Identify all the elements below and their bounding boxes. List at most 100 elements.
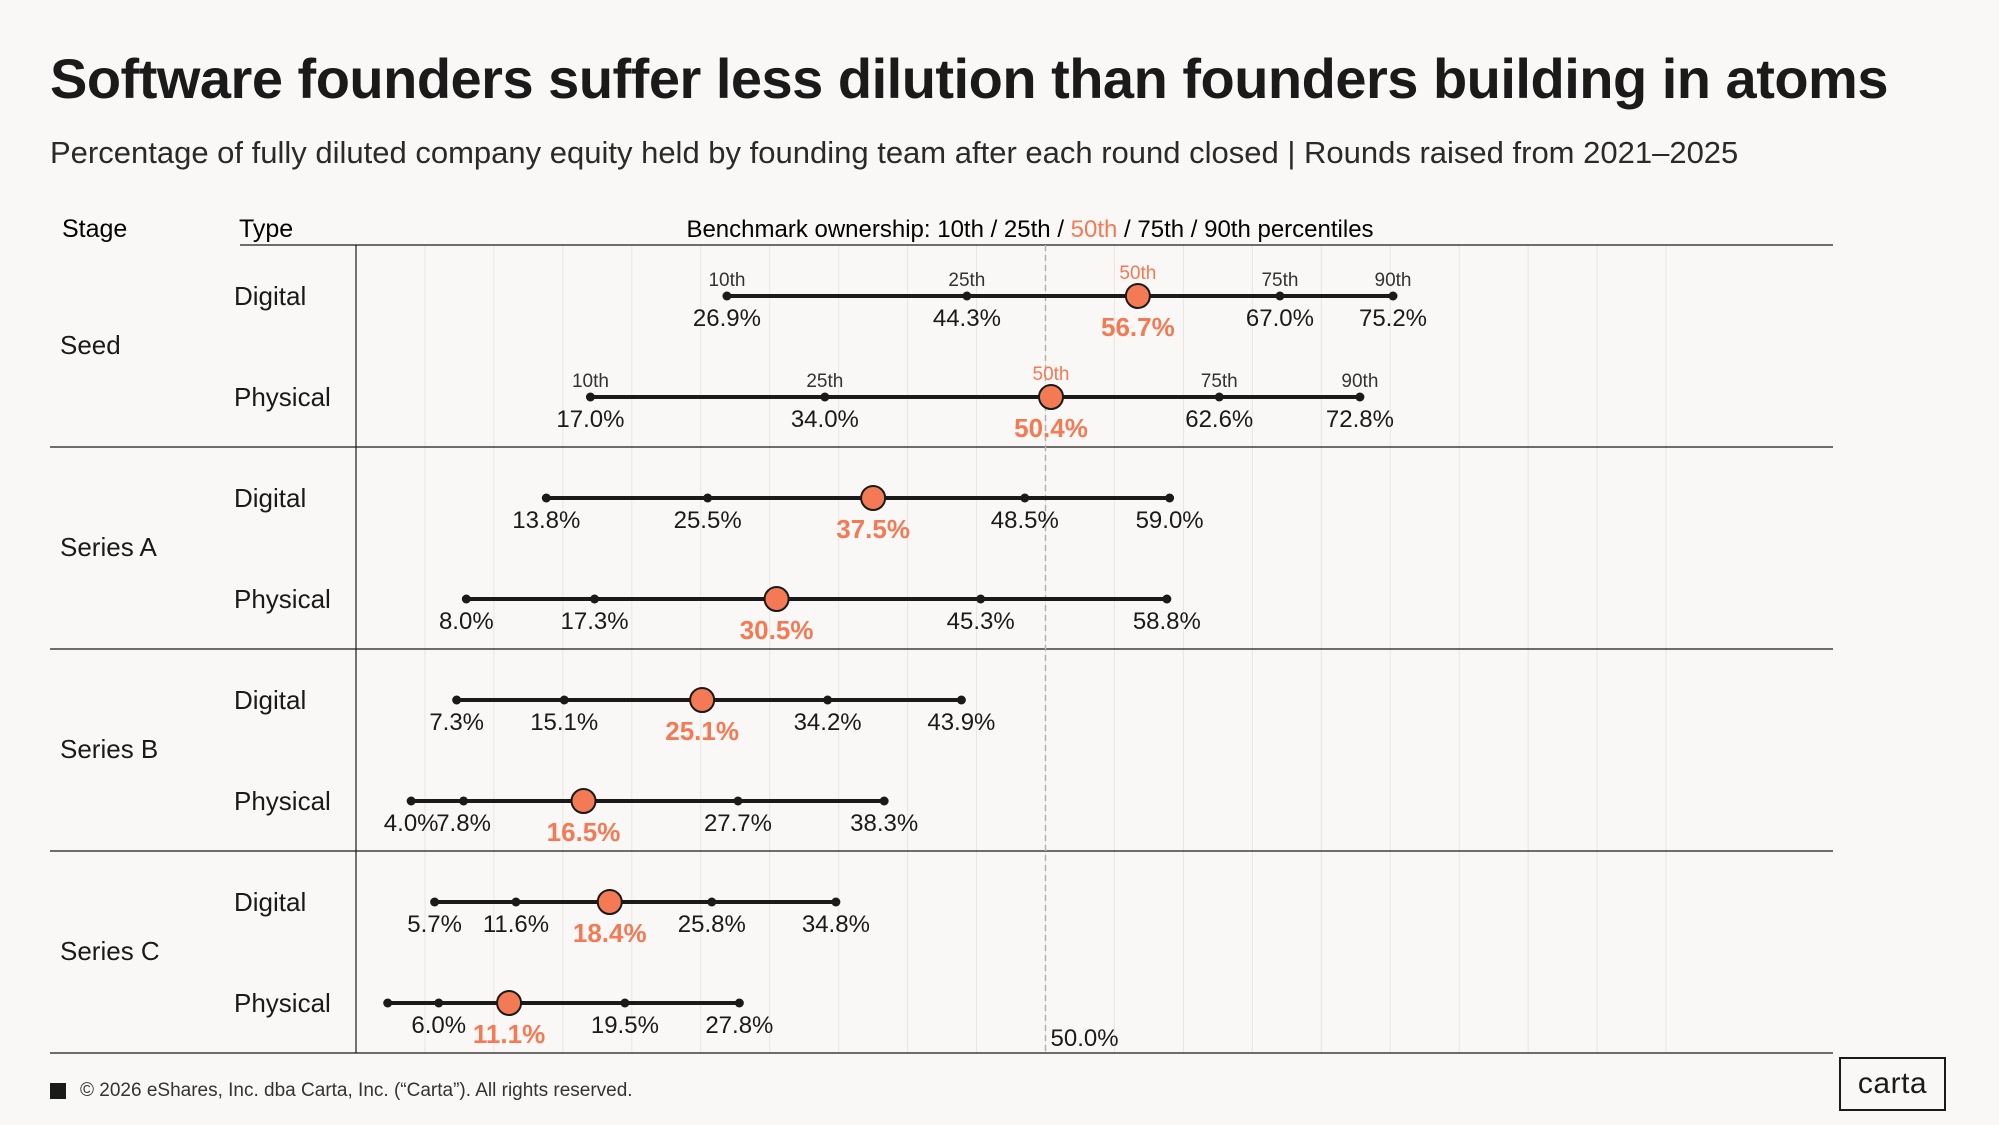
value-label: 5.7% [407, 911, 462, 938]
value-label: 13.8% [512, 507, 580, 534]
footer-copyright: © 2026 eShares, Inc. dba Carta, Inc. (“C… [80, 1080, 633, 1101]
percentile-label: 50th [1119, 263, 1156, 284]
value-label: 8.0% [439, 608, 494, 635]
median-marker [570, 788, 597, 814]
percentile-point [406, 796, 416, 806]
median-value-label: 30.5% [740, 615, 814, 645]
value-label: 25.5% [674, 507, 742, 534]
value-label: 7.8% [436, 810, 491, 837]
percentile-point [1020, 493, 1030, 503]
value-label: 34.2% [794, 709, 862, 736]
type-label: Digital [234, 887, 306, 917]
header-type: Type [239, 215, 293, 243]
value-label: 27.8% [705, 1012, 773, 1039]
stage-label: Seed [60, 330, 121, 360]
percentile-point [831, 897, 841, 907]
percentile-point [823, 695, 833, 705]
type-label: Physical [234, 786, 331, 816]
value-label: 59.0% [1136, 507, 1204, 534]
percentile-point [434, 998, 444, 1008]
percentile-point [620, 998, 630, 1008]
range-row: Digital 5.7% 11.6% 18.4% 25.8% 34.8% [234, 887, 870, 948]
range-row: Physical 6.0% 11.1% 19.5% 27.8% [234, 988, 773, 1049]
value-label: 17.0% [556, 406, 624, 433]
percentile-point [1162, 594, 1172, 604]
data-rows: Seed Digital 26.9% 10th 44.3% 25th 56.7% 50th 67… [60, 263, 1427, 1049]
percentile-label: 25th [948, 270, 985, 291]
range-row: Digital 26.9% 10th 44.3% 25th 56.7% 50th 67.0% 7… [234, 263, 1427, 342]
percentile-point [585, 392, 595, 402]
percentile-point [1388, 291, 1398, 301]
stage-label: Series C [60, 936, 160, 966]
value-label: 62.6% [1185, 406, 1253, 433]
value-label: 38.3% [850, 810, 918, 837]
median-value-label: 37.5% [836, 514, 910, 544]
median-value-label: 56.7% [1101, 312, 1175, 342]
percentile-label: 90th [1341, 371, 1378, 392]
footer: © 2026 eShares, Inc. dba Carta, Inc. (“C… [50, 1080, 633, 1102]
value-label: 19.5% [591, 1012, 659, 1039]
value-label: 75.2% [1359, 305, 1427, 332]
percentile-point [962, 291, 972, 301]
chart-subtitle: Percentage of fully diluted company equi… [50, 135, 1739, 170]
median-marker [763, 586, 790, 612]
percentile-point [722, 291, 732, 301]
type-label: Digital [234, 685, 306, 715]
percentile-point [511, 897, 521, 907]
median-marker [1038, 384, 1065, 410]
value-label: 34.8% [802, 911, 870, 938]
reference-line-label: 50.0% [1051, 1025, 1119, 1052]
type-label: Physical [234, 382, 331, 412]
percentile-point [590, 594, 600, 604]
type-label: Physical [234, 584, 331, 614]
percentile-point [1355, 392, 1365, 402]
value-label: 7.3% [429, 709, 484, 736]
stage-label: Series B [60, 734, 158, 764]
reference-line-group: 50.0% [1044, 245, 1119, 1053]
percentile-point [976, 594, 986, 604]
percentile-point [541, 493, 551, 503]
type-label: Physical [234, 988, 331, 1018]
header-stage: Stage [62, 215, 127, 243]
percentile-point [820, 392, 830, 402]
value-label: 34.0% [791, 406, 859, 433]
type-label: Digital [234, 483, 306, 513]
footer-square-icon [50, 1083, 66, 1099]
median-value-label: 18.4% [573, 918, 647, 948]
percentile-point [1165, 493, 1175, 503]
percentile-point [559, 695, 569, 705]
percentile-point [452, 695, 462, 705]
percentile-point [703, 493, 713, 503]
percentile-label: 10th [572, 371, 609, 392]
percentile-point [461, 594, 471, 604]
stage-group: Series B Digital 7.3% 15.1% 25.1% 34.2% 43.9% P… [60, 685, 995, 847]
percentile-point [734, 998, 744, 1008]
benchmark-suffix: / 75th / 90th percentiles [1117, 216, 1373, 243]
median-marker [1124, 283, 1151, 309]
range-row: Physical 17.0% 10th 34.0% 25th 50.4% 50th 62.6%… [234, 364, 1394, 443]
percentile-label: 75th [1201, 371, 1238, 392]
header-benchmark: Benchmark ownership: 10th / 25th / 50th … [686, 216, 1373, 243]
value-label: 72.8% [1326, 406, 1394, 433]
percentile-point [956, 695, 966, 705]
value-label: 6.0% [411, 1012, 466, 1039]
median-value-label: 25.1% [665, 716, 739, 746]
value-label: 4.0% [384, 810, 439, 837]
median-marker [496, 990, 523, 1016]
median-marker [860, 485, 887, 511]
percentile-label: 25th [806, 371, 843, 392]
range-row: Physical 4.0%7.8% 16.5% 27.7% 38.3% [234, 786, 918, 847]
value-label: 17.3% [561, 608, 629, 635]
benchmark-prefix: Benchmark ownership: 10th / 25th / [686, 216, 1070, 243]
median-value-label: 11.1% [473, 1019, 545, 1049]
range-row: Digital 7.3% 15.1% 25.1% 34.2% 43.9% [234, 685, 995, 746]
benchmark-median: 50th [1071, 216, 1118, 243]
median-value-label: 16.5% [547, 817, 621, 847]
value-label: 67.0% [1246, 305, 1314, 332]
percentile-point [1214, 392, 1224, 402]
percentile-label: 10th [708, 270, 745, 291]
value-label: 45.3% [947, 608, 1015, 635]
percentile-point [707, 897, 717, 907]
table-structure [50, 244, 1833, 1054]
